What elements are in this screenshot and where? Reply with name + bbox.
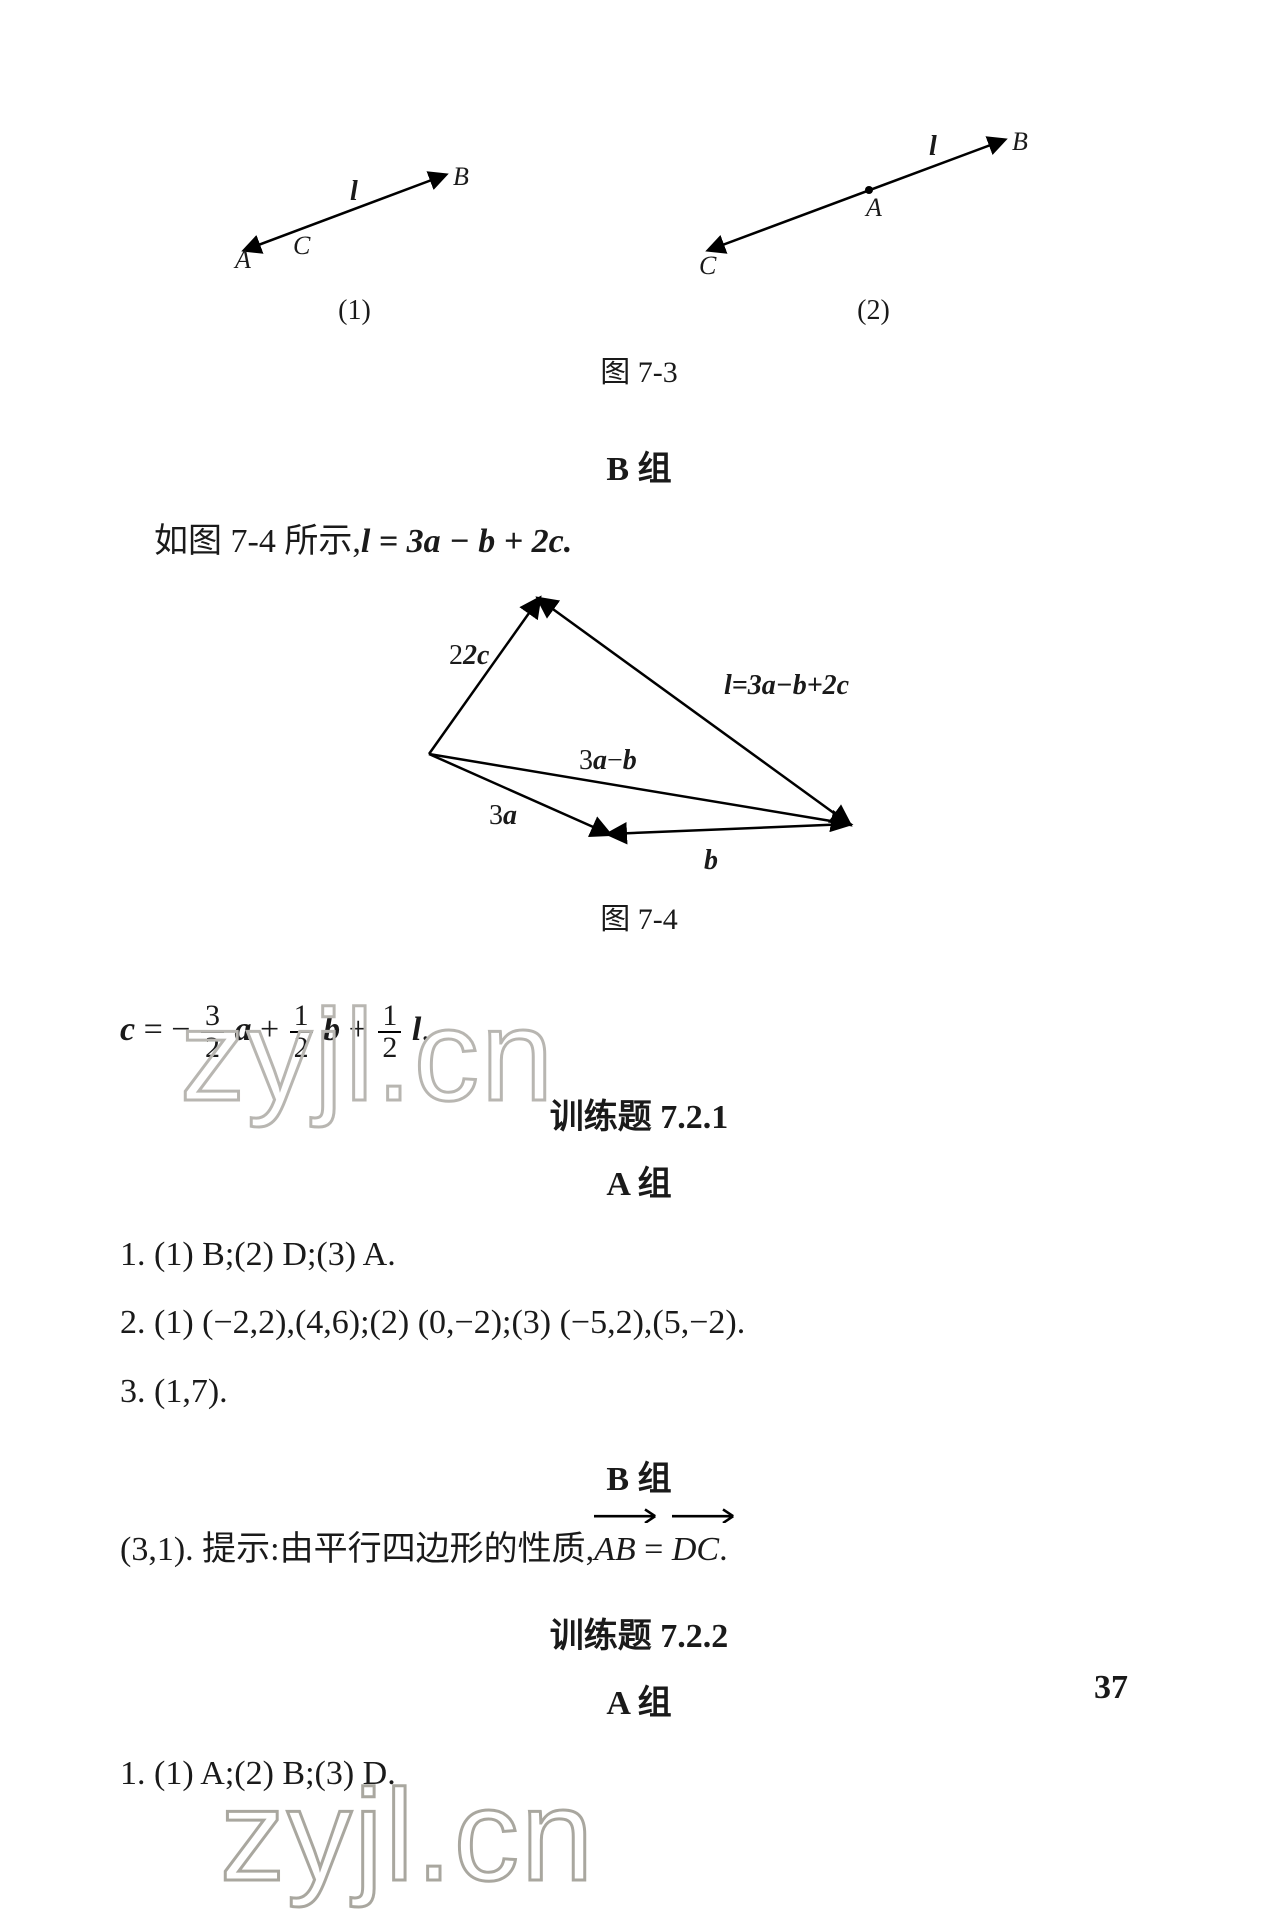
page-number: 37 [1094, 1669, 1128, 1707]
fig74-intro-prefix: 如图 7-4 所示, [154, 523, 361, 560]
line-721-3: 3. (1,7). [120, 1360, 1158, 1425]
fig-7-4-intro: 如图 7-4 所示,l = 3a − b + 2c. [120, 510, 1158, 575]
eq-c-a: a [234, 1011, 251, 1048]
eq-c-eq: = [144, 1011, 172, 1048]
fig74-2c-label: 22c [449, 640, 490, 671]
line-721-1: 1. (1) B;(2) D;(3) A. [120, 1223, 1158, 1288]
line-721-b-prefix: (3,1). 提示:由平行四边形的性质, [120, 1531, 594, 1568]
page: A B C l (1) C B A l (2) [0, 0, 1278, 1917]
fig1-B-label: B [453, 162, 469, 191]
fig1-l-label: l [350, 176, 358, 207]
figure-7-4-caption: 图 7-4 [120, 894, 1158, 938]
eq-c-frac1: 32 [201, 1001, 224, 1063]
figure-7-3-2-caption: (2) [694, 295, 1054, 327]
equation-c: c = − 32 a + 12 b + 12 l. [120, 998, 1158, 1063]
fig74-intro-math: l = 3a − b + 2c. [361, 523, 572, 560]
vec-eq: = [636, 1531, 672, 1568]
vector-AB: AB [594, 1518, 636, 1583]
fig2-B-label: B [1012, 130, 1028, 156]
group-b-heading-1: B 组 [120, 441, 1158, 490]
fig74-b-label: b [704, 845, 718, 876]
eq-c-plus2: + [349, 1011, 368, 1048]
figure-7-3-caption: 图 7-3 [120, 347, 1158, 391]
figure-7-3-1-svg: A B C l [225, 160, 485, 280]
fig2-C-label: C [699, 251, 717, 280]
heading-722: 训练题 7.2.2 [120, 1608, 1158, 1657]
line-721-b: (3,1). 提示:由平行四边形的性质, AB = DC . [120, 1518, 1158, 1583]
fig74-l-label: l=3a−b+2c [724, 670, 850, 701]
heading-a-1: A 组 [120, 1156, 1158, 1205]
fig74-3a-label: 3a [489, 800, 517, 831]
eq-c-plus1: + [260, 1011, 279, 1048]
figure-7-3-1-caption: (1) [225, 295, 485, 327]
vector-DC-text: DC [672, 1531, 719, 1568]
eq-c-frac2: 12 [290, 1001, 313, 1063]
eq-c-minus1: − [171, 1011, 190, 1048]
figure-7-3-2: C B A l (2) [694, 130, 1054, 327]
vector-AB-text: AB [594, 1531, 636, 1568]
eq-c-b: b [323, 1011, 340, 1048]
fig2-l-label: l [929, 131, 937, 162]
figure-7-3-1: A B C l (1) [225, 160, 485, 327]
line-721-2: 2. (1) (−2,2),(4,6);(2) (0,−2);(3) (−5,2… [120, 1291, 1158, 1356]
heading-a-2: A 组 [120, 1675, 1158, 1724]
heading-721: 训练题 7.2.1 [120, 1089, 1158, 1138]
fig1-A-label: A [233, 245, 251, 274]
fig1-C-label: C [293, 231, 311, 260]
figure-7-3-2-svg: C B A l [694, 130, 1054, 280]
eq-c-frac3: 12 [378, 1001, 401, 1063]
figure-7-3-row: A B C l (1) C B A l (2) [120, 130, 1158, 327]
eq-c-lhs: c [120, 1011, 135, 1048]
eq-c-l: l [412, 1011, 421, 1048]
line-721-b-period: . [719, 1531, 728, 1568]
fig74-3ab-label: 3a−b [579, 745, 637, 776]
vector-DC: DC [672, 1518, 719, 1583]
line-722-1: 1. (1) A;(2) B;(3) D. [120, 1742, 1158, 1807]
figure-7-4-svg: 22c l=3a−b+2c 3a−b 3a b [309, 579, 969, 879]
eq-c-period: . [421, 1011, 430, 1048]
heading-b-2: B 组 [120, 1451, 1158, 1500]
figure-7-4: 22c l=3a−b+2c 3a−b 3a b 图 7-4 [120, 579, 1158, 938]
fig2-A-label: A [864, 193, 882, 222]
